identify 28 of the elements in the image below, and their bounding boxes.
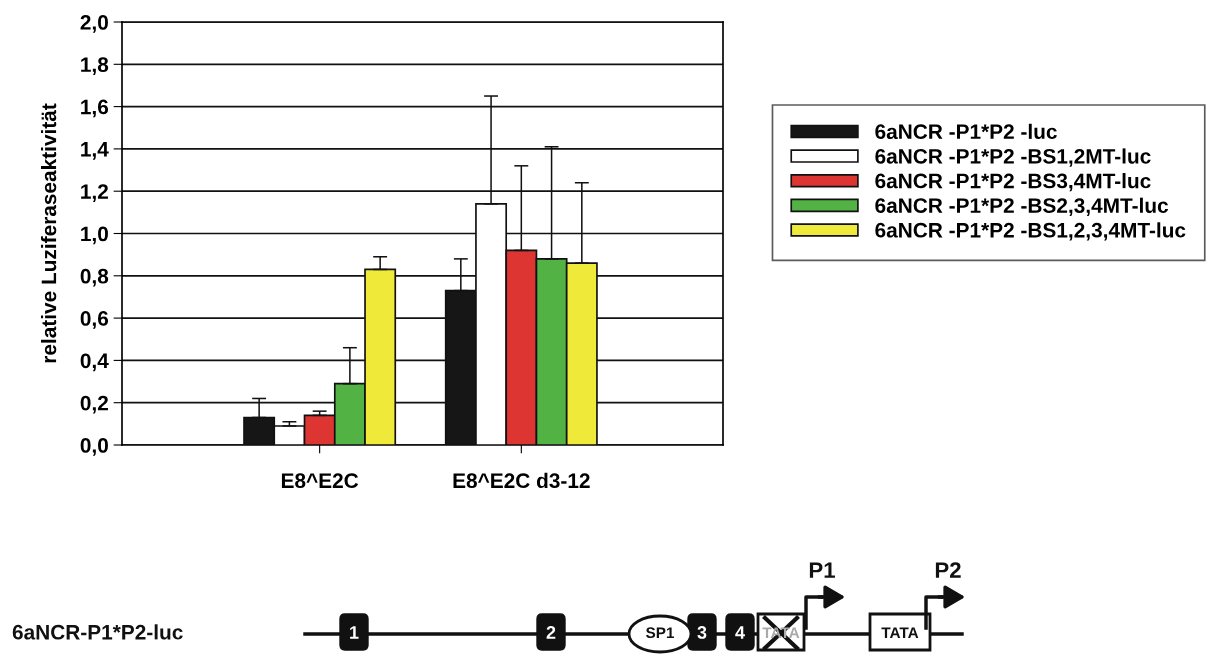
text: 6aNCR-P1*P2-luc xyxy=(12,624,183,640)
text: P2 xyxy=(935,562,961,578)
text: TATA xyxy=(881,627,919,638)
legend-label: 6aNCR -P1*P2 -BS3,4MT-luc xyxy=(875,173,1151,192)
y-tick-label: 0,0 xyxy=(80,438,108,456)
x-tick-label: E8^E2C d3-12 xyxy=(453,472,590,489)
text: SP1 xyxy=(646,627,675,639)
y-tick-label: 2,0 xyxy=(80,15,108,33)
y-tick-label: 1,4 xyxy=(81,142,109,160)
text: P1 xyxy=(809,562,835,578)
legend-label: 6aNCR -P1*P2 -BS2,3,4MT-luc xyxy=(875,197,1169,216)
legend-label: 6aNCR -P1*P2 -BS1,2,3,4MT-luc xyxy=(875,222,1186,241)
y-tick-label: 1,6 xyxy=(81,99,109,118)
y-tick-label: 1,8 xyxy=(81,57,109,76)
legend-label: 6aNCR -P1*P2 -BS1,2MT-luc xyxy=(875,148,1151,167)
legend-label: 6aNCR -P1*P2 -luc xyxy=(875,123,1057,140)
y-tick-label: 0,4 xyxy=(80,353,109,372)
text: 4 xyxy=(735,626,745,639)
y-tick-label: 1,2 xyxy=(81,184,108,202)
y-tick-label: 1,0 xyxy=(81,226,108,245)
x-tick-label: E8^E2C xyxy=(281,473,359,489)
y-tick-label: 0,6 xyxy=(80,311,109,329)
text: 3 xyxy=(697,626,707,639)
text: 2 xyxy=(546,626,556,639)
y-tick-label: 0,2 xyxy=(80,395,108,414)
y-axis-title: relative Luziferaseaktivität xyxy=(40,103,57,363)
y-tick-label: 0,8 xyxy=(80,268,109,287)
text: 1 xyxy=(350,626,359,639)
